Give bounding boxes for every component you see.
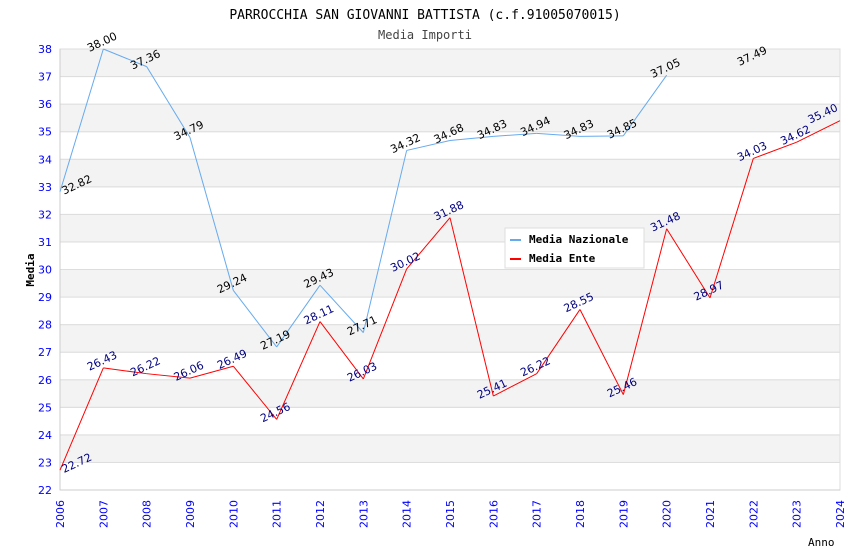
series-segment-0	[59, 48, 104, 192]
y-axis-label: Media	[24, 253, 37, 286]
x-tick-label: 2022	[747, 500, 760, 528]
grid-band	[59, 434, 841, 463]
series-segment-1	[189, 365, 234, 379]
y-tick-label: 22	[38, 484, 52, 497]
grid-band	[59, 351, 841, 381]
series-segment-0	[103, 48, 147, 68]
x-tick-label: 2021	[704, 500, 717, 528]
series-segment-0	[536, 132, 581, 137]
x-tick-label: 2006	[54, 500, 67, 528]
legend-label-nazionale: Media Nazionale	[529, 233, 629, 246]
series-segment-1	[493, 373, 537, 397]
grid-band	[59, 76, 841, 105]
series-segment-0	[622, 74, 668, 137]
x-tick-label: 2014	[401, 500, 414, 528]
series-segment-1	[753, 141, 797, 159]
legend-label-ente: Media Ente	[529, 252, 596, 265]
grid-band	[59, 296, 841, 326]
x-tick-label: 2019	[617, 500, 630, 528]
series-segment-1	[536, 309, 581, 374]
series-segment-1	[103, 367, 147, 375]
series-segment-1	[796, 120, 841, 143]
y-tick-label: 33	[38, 181, 52, 194]
y-tick-label: 30	[38, 264, 52, 277]
x-tick-label: 2011	[271, 500, 284, 528]
y-tick-label: 32	[38, 208, 52, 221]
x-axis-label: Anno	[808, 536, 835, 549]
y-tick-label: 38	[38, 43, 52, 56]
grid-band	[59, 379, 841, 408]
x-tick-label: 2007	[97, 500, 110, 528]
series-segment-1	[579, 309, 624, 395]
series-segment-0	[276, 284, 321, 348]
y-tick-label: 35	[38, 126, 52, 139]
x-tick-label: 2010	[227, 500, 240, 528]
chart-subtitle: Media Importi	[378, 28, 472, 42]
y-tick-label: 25	[38, 401, 52, 414]
x-tick-label: 2018	[574, 500, 587, 528]
series-segment-0	[493, 132, 537, 137]
series-segment-0	[449, 135, 494, 142]
series-segment-1	[59, 367, 104, 471]
x-tick-label: 2009	[184, 500, 197, 528]
grid-band	[59, 103, 841, 133]
x-tick-label: 2020	[661, 500, 674, 528]
y-tick-label: 26	[38, 374, 52, 387]
grid-band	[59, 324, 841, 353]
series-segment-1	[622, 228, 668, 395]
series-segment-1	[709, 158, 754, 299]
chart-title: PARROCCHIA SAN GIOVANNI BATTISTA (c.f.91…	[229, 8, 620, 23]
series-segment-1	[146, 373, 191, 379]
series-segment-1	[449, 217, 494, 397]
series-segment-1	[232, 365, 278, 420]
y-tick-label: 34	[38, 153, 52, 166]
y-tick-label: 28	[38, 319, 52, 332]
grid-band	[59, 186, 841, 215]
x-tick-label: 2023	[791, 500, 804, 528]
x-tick-label: 2012	[314, 500, 327, 528]
y-tick-label: 24	[38, 429, 52, 442]
series-segment-0	[362, 150, 408, 333]
grid-band	[59, 269, 841, 298]
series-segment-1	[666, 228, 711, 299]
grid-band	[59, 461, 841, 491]
series-segment-0	[319, 284, 364, 333]
y-tick-label: 37	[38, 71, 52, 84]
y-tick-label: 29	[38, 291, 52, 304]
series-segment-0	[579, 135, 624, 137]
y-tick-label: 27	[38, 346, 52, 359]
series-segment-0	[406, 140, 451, 151]
series-segment-0	[232, 290, 278, 348]
series-segment-0	[189, 137, 234, 291]
grid-band	[59, 158, 841, 188]
x-tick-label: 2017	[531, 500, 544, 528]
series-segment-0	[146, 66, 191, 138]
x-tick-label: 2015	[444, 500, 457, 528]
series-segment-1	[319, 321, 364, 380]
grid-band	[59, 406, 841, 436]
y-tick-label: 36	[38, 98, 52, 111]
series-segment-1	[362, 268, 408, 380]
x-tick-label: 2008	[141, 500, 154, 528]
series-segment-1	[276, 321, 321, 420]
grid-band	[59, 48, 841, 78]
x-tick-label: 2024	[834, 500, 847, 528]
x-tick-label: 2016	[487, 500, 500, 528]
y-tick-label: 31	[38, 236, 52, 249]
legend: Media Nazionale Media Ente	[504, 227, 645, 269]
x-tick-label: 2013	[357, 500, 370, 528]
grid-band	[59, 213, 841, 243]
series-segment-1	[406, 217, 451, 270]
y-tick-label: 23	[38, 456, 52, 469]
